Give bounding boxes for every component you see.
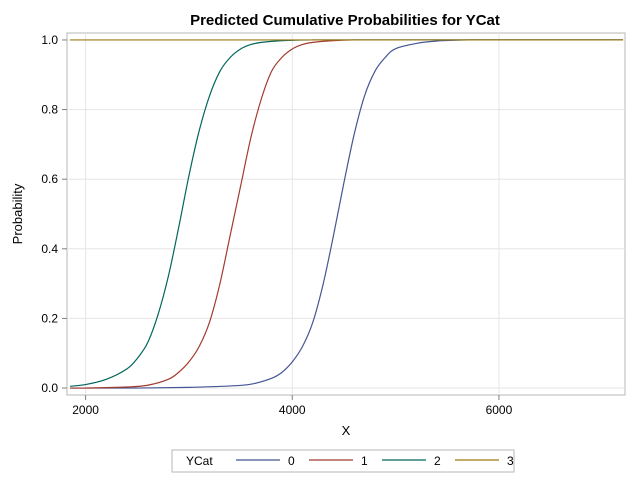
y-tick-label: 0.0 [41, 381, 58, 395]
y-axis-label: Probability [10, 183, 25, 244]
y-tick-label: 0.2 [41, 311, 58, 325]
y-tick-label: 1.0 [41, 33, 58, 47]
x-tick-label: 2000 [72, 403, 99, 417]
legend-items: 0 1 2 3 [236, 454, 514, 468]
y-tick-label: 0.6 [41, 172, 58, 186]
legend-label-0: 0 [288, 454, 295, 468]
legend: YCat 0 1 2 3 [171, 449, 515, 473]
legend-label-2: 2 [434, 454, 441, 468]
legend-title: YCat [186, 454, 213, 468]
legend-label-1: 1 [361, 454, 368, 468]
series-layer [70, 39, 623, 389]
series-line-1 [70, 39, 623, 389]
plot-area-frame [66, 32, 626, 396]
series-line-0 [70, 39, 623, 389]
legend-frame [171, 449, 515, 473]
y-tick-label: 0.4 [41, 242, 58, 256]
x-tick-label: 6000 [486, 403, 513, 417]
x-axis-label: X [342, 423, 351, 438]
y-tick-label: 0.8 [41, 103, 58, 117]
chart-title: Predicted Cumulative Probabilities for Y… [190, 12, 500, 29]
x-tick-label: 4000 [279, 403, 306, 417]
legend-label-3: 3 [507, 454, 514, 468]
axis-layer: 0.0 0.2 0.4 0.6 0.8 1.0 2000 4000 6000 [41, 33, 512, 417]
